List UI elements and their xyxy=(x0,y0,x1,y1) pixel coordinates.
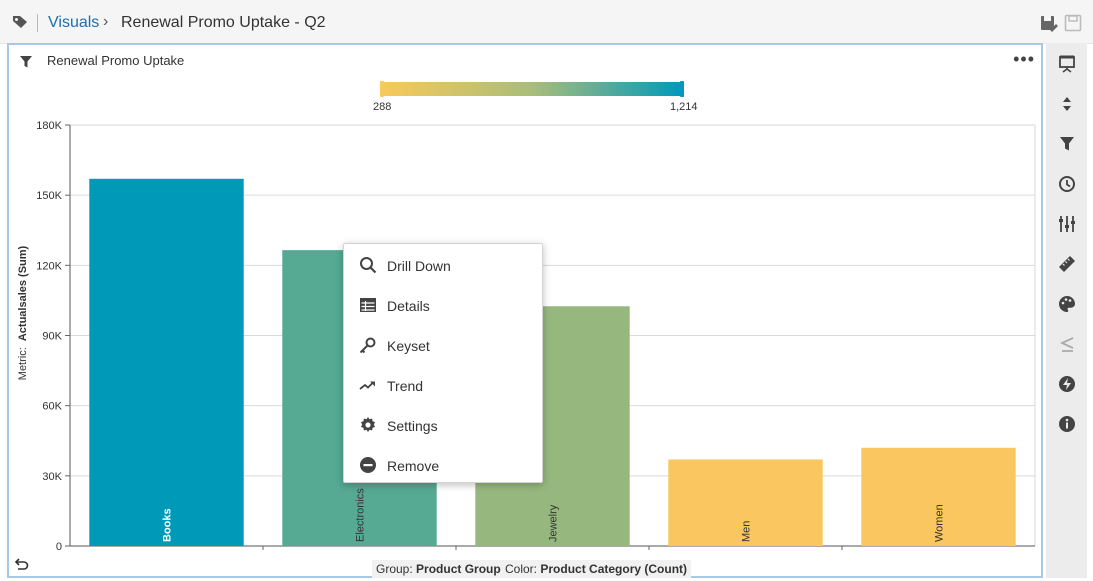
bar-women[interactable] xyxy=(861,447,1016,546)
menu-item-drill-down[interactable]: Drill Down xyxy=(344,245,544,285)
palette-icon[interactable] xyxy=(1058,295,1076,313)
info-icon[interactable] xyxy=(1058,415,1076,433)
visual-title: Renewal Promo Uptake xyxy=(47,53,185,68)
bar-books[interactable] xyxy=(89,178,244,547)
tag-icon xyxy=(13,16,27,28)
bar-label: Books xyxy=(162,508,174,542)
y-tick-label: 0 xyxy=(56,541,62,553)
key-icon xyxy=(359,337,376,354)
filter-icon[interactable] xyxy=(20,56,32,68)
bar-label: Jewelry xyxy=(548,504,560,542)
chevron-right-icon: › xyxy=(103,13,109,30)
search-icon xyxy=(360,257,377,274)
y-tick-label: 30K xyxy=(42,471,62,483)
less-equal-icon xyxy=(1059,337,1074,352)
legend-min-label: 288 xyxy=(373,101,392,113)
menu-item-keyset[interactable]: Keyset xyxy=(344,325,544,365)
y-tick-label: 150K xyxy=(36,190,62,202)
right-toolbar xyxy=(1046,43,1087,578)
clock-icon[interactable] xyxy=(1058,175,1076,193)
table-icon xyxy=(360,298,376,312)
save-as-icon[interactable] xyxy=(1040,14,1058,32)
presentation-icon[interactable] xyxy=(1058,55,1076,73)
more-options-icon[interactable]: ••• xyxy=(1013,49,1035,69)
bar-label: Men xyxy=(741,521,753,542)
bar-men[interactable] xyxy=(668,459,823,546)
ruler-icon[interactable] xyxy=(1058,255,1076,273)
y-axis-label: Metric: Actualsales (Sum) xyxy=(17,245,29,380)
color-legend-gradient xyxy=(383,82,683,96)
sliders-icon[interactable] xyxy=(1058,215,1076,233)
bar-label: Women xyxy=(934,504,946,542)
legend-max-label: 1,214 xyxy=(670,101,698,113)
menu-item-trend[interactable]: Trend xyxy=(344,365,544,405)
sort-icon[interactable] xyxy=(1058,95,1076,113)
bolt-icon[interactable] xyxy=(1058,375,1076,393)
y-tick-label: 60K xyxy=(42,401,62,413)
y-tick-label: 180K xyxy=(36,120,62,132)
bar-label: Electronics xyxy=(355,488,367,542)
group-by-label: Group: Product Group xyxy=(372,560,505,578)
legend-max-handle[interactable] xyxy=(680,81,684,97)
color-by-label: Color: Product Category (Count) xyxy=(501,560,692,578)
legend-min-handle[interactable] xyxy=(380,81,384,97)
trend-icon xyxy=(359,381,375,390)
breadcrumb-visuals-link[interactable]: Visuals xyxy=(48,14,100,31)
menu-item-settings[interactable]: Settings xyxy=(344,405,544,445)
y-tick-label: 120K xyxy=(36,260,62,272)
page-title: Renewal Promo Uptake - Q2 xyxy=(121,14,326,31)
gear-icon xyxy=(361,417,375,432)
menu-item-remove[interactable]: Remove xyxy=(344,445,544,485)
breadcrumb-divider xyxy=(37,14,38,32)
save-icon[interactable] xyxy=(1064,14,1082,32)
context-menu: Drill Down Details Keyset Trend Settings… xyxy=(343,243,543,483)
menu-item-details[interactable]: Details xyxy=(344,285,544,325)
y-tick-label: 90K xyxy=(42,331,62,343)
filter-icon[interactable] xyxy=(1058,135,1076,153)
undo-icon[interactable] xyxy=(13,557,29,573)
minus-circle-icon xyxy=(360,457,376,473)
